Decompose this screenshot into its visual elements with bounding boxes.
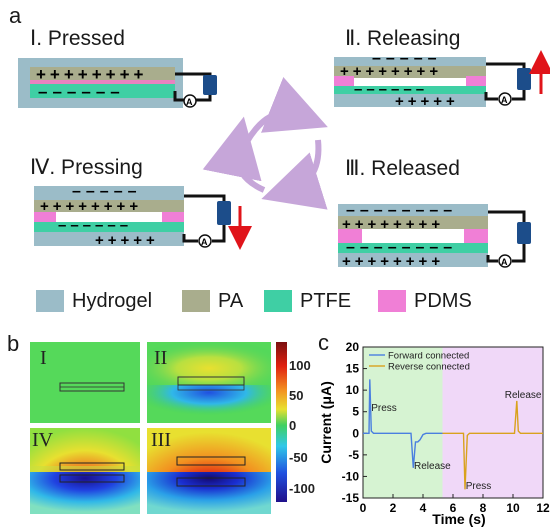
stage-numeral: Ⅱ: [345, 26, 356, 50]
heatmap-tile-IV: IV: [30, 428, 140, 514]
y-tick-label: 15: [346, 362, 360, 376]
x-tick-label: 2: [390, 501, 397, 515]
panel-letter-c: c: [318, 330, 329, 355]
svg-text:+++++: +++++: [95, 232, 159, 249]
colorbar-tick: -100: [289, 481, 315, 496]
stage-label: . Released: [359, 157, 460, 180]
stage-numeral: Ⅰ: [30, 26, 37, 50]
svg-text:++++++++: ++++++++: [40, 198, 142, 215]
panel-a-diagram: ++++++++ –––––– A ––––– ++++++++ –––––– …: [18, 50, 550, 270]
stage-title-pressing: Ⅳ. Pressing: [30, 155, 143, 180]
device-releasing: ––––– ++++++++ –––––– +++++ A: [334, 50, 550, 110]
panel-letter-b: b: [7, 331, 20, 356]
svg-text:A: A: [501, 257, 508, 267]
legend-swatch: [36, 290, 64, 312]
x-tick-label: 8: [480, 501, 487, 515]
stage-label: . Pressing: [49, 156, 143, 179]
stage-title-releasing: Ⅱ. Releasing: [345, 26, 460, 51]
annotation: Press: [371, 403, 397, 414]
legend-swatch: [378, 290, 406, 312]
stage-numeral: Ⅳ: [30, 155, 50, 179]
x-tick-label: 6: [450, 501, 457, 515]
legend-label: Hydrogel: [72, 289, 153, 312]
svg-text:++++++++: ++++++++: [340, 63, 442, 80]
legend-swatch: [264, 290, 292, 312]
legend-ptfe: PTFE: [264, 288, 351, 314]
legend-pdms: PDMS: [378, 288, 472, 314]
x-tick-label: 0: [360, 501, 367, 515]
stage-title-released: Ⅲ. Released: [345, 156, 460, 181]
heatmap-label: I: [40, 347, 47, 369]
heatmap-label: III: [151, 429, 171, 451]
device-pressed: ++++++++ –––––– A: [18, 58, 217, 108]
legend-label: PDMS: [414, 289, 472, 312]
colorbar-tick: -50: [289, 450, 308, 465]
legend-pa: PA: [182, 288, 243, 314]
y-tick-label: 10: [346, 383, 360, 397]
annotation: Release: [414, 461, 451, 472]
svg-text:–––––: –––––: [72, 183, 142, 200]
legend-label: Reverse connected: [388, 362, 470, 373]
stage-label: . Releasing: [355, 27, 461, 50]
x-tick-label: 10: [506, 501, 520, 515]
svg-text:++++++++: ++++++++: [342, 216, 444, 233]
x-tick-label: 4: [420, 501, 427, 515]
panel-letter-a: a: [9, 3, 22, 28]
y-tick-label: 5: [352, 405, 359, 419]
y-axis-label: Current (μA): [318, 381, 334, 463]
x-tick-label: 12: [536, 501, 550, 515]
svg-text:––––––: ––––––: [38, 82, 125, 101]
svg-text:++++++++: ++++++++: [36, 65, 147, 84]
svg-text:––––––: ––––––: [354, 81, 428, 98]
heatmap-tile-I: I: [30, 342, 140, 423]
heatmap-label: II: [154, 347, 167, 369]
region-green: [363, 347, 443, 498]
annotation: Release: [505, 390, 542, 401]
stage-title-pressed: Ⅰ. Pressed: [30, 26, 125, 51]
series-line-2: [442, 400, 543, 490]
ammeter-symbol: A: [186, 97, 193, 107]
stage-numeral: Ⅲ: [345, 156, 360, 180]
svg-text:A: A: [201, 237, 208, 247]
y-tick-label: -15: [342, 491, 360, 505]
colorbar-tick: 100: [289, 358, 311, 373]
annotation: Press: [466, 481, 492, 492]
legend-label: Forward connected: [388, 351, 469, 362]
device-pressing: ––––– ++++++++ –––––– +++++ A: [34, 183, 252, 250]
svg-text:––––––: ––––––: [58, 217, 132, 234]
heatmap-tile-III: III: [147, 428, 271, 514]
colorbar: [276, 342, 287, 502]
y-tick-label: -10: [342, 469, 360, 483]
device-released: –––––––– ++++++++ –––––––– ++++++++ A: [338, 202, 531, 270]
svg-text:A: A: [501, 95, 508, 105]
legend-label: PA: [218, 289, 244, 312]
svg-text:––––––––: ––––––––: [346, 239, 457, 256]
x-axis-label: Time (s): [432, 511, 485, 527]
y-tick-label: 20: [346, 340, 360, 354]
colorbar-tick: 50: [289, 388, 303, 403]
svg-text:–––––: –––––: [372, 50, 442, 67]
svg-text:––––––––: ––––––––: [346, 202, 457, 219]
legend-hydrogel: Hydrogel: [36, 288, 152, 314]
series-line-1: [363, 379, 443, 468]
cycle-arrows: [202, 77, 328, 210]
stage-label: . Pressed: [36, 27, 125, 50]
legend-swatch: [182, 290, 210, 312]
svg-text:++++++++: ++++++++: [342, 253, 444, 270]
region-purple: [442, 347, 543, 498]
y-tick-label: -5: [348, 448, 359, 462]
svg-text:+++++: +++++: [395, 93, 459, 110]
colorbar-tick: 0: [289, 418, 296, 433]
heatmap-label: IV: [32, 429, 54, 451]
legend-label: PTFE: [300, 289, 352, 312]
y-tick-label: 0: [352, 426, 359, 440]
heatmap-tile-II: II: [147, 342, 271, 423]
